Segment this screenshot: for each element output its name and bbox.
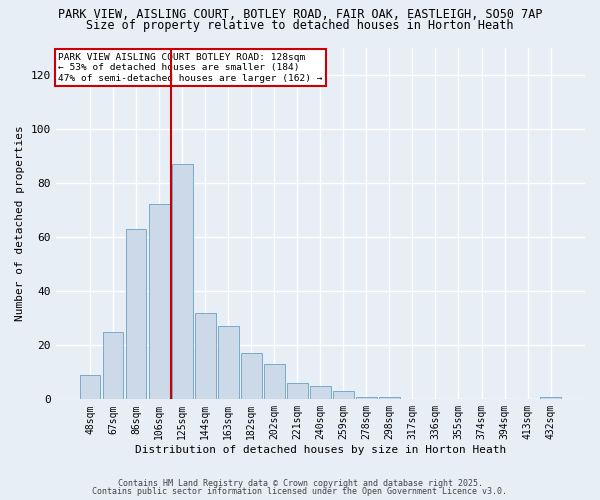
Bar: [356, 396, 377, 400]
Text: PARK VIEW, AISLING COURT, BOTLEY ROAD, FAIR OAK, EASTLEIGH, SO50 7AP: PARK VIEW, AISLING COURT, BOTLEY ROAD, F…: [58, 8, 542, 20]
Bar: [241, 354, 262, 400]
X-axis label: Distribution of detached houses by size in Horton Heath: Distribution of detached houses by size …: [135, 445, 506, 455]
Text: Contains public sector information licensed under the Open Government Licence v3: Contains public sector information licen…: [92, 487, 508, 496]
Text: Size of property relative to detached houses in Horton Heath: Size of property relative to detached ho…: [86, 19, 514, 32]
Bar: [80, 375, 100, 400]
Bar: [126, 229, 146, 400]
Bar: [195, 312, 215, 400]
Text: PARK VIEW AISLING COURT BOTLEY ROAD: 128sqm
← 53% of detached houses are smaller: PARK VIEW AISLING COURT BOTLEY ROAD: 128…: [58, 53, 323, 82]
Bar: [264, 364, 284, 400]
Bar: [379, 396, 400, 400]
Bar: [310, 386, 331, 400]
Y-axis label: Number of detached properties: Number of detached properties: [15, 126, 25, 322]
Bar: [149, 204, 170, 400]
Bar: [287, 383, 308, 400]
Bar: [540, 396, 561, 400]
Text: Contains HM Land Registry data © Crown copyright and database right 2025.: Contains HM Land Registry data © Crown c…: [118, 478, 482, 488]
Bar: [218, 326, 239, 400]
Bar: [172, 164, 193, 400]
Bar: [333, 391, 354, 400]
Bar: [103, 332, 124, 400]
